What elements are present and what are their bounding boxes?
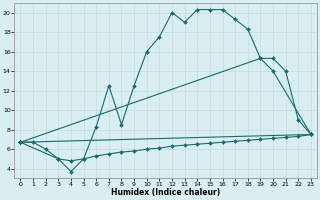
X-axis label: Humidex (Indice chaleur): Humidex (Indice chaleur) <box>111 188 220 197</box>
